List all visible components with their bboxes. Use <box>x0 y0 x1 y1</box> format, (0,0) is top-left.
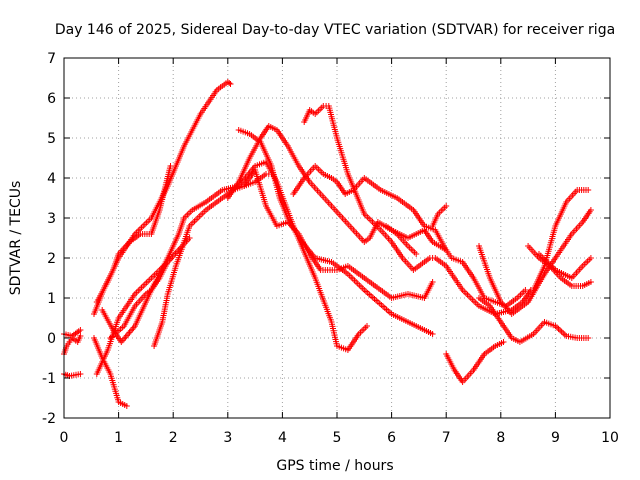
plus-markers <box>91 163 174 317</box>
y-tick-label: 1 <box>47 291 56 307</box>
data-series-track-13 <box>241 167 436 301</box>
plus-markers <box>383 223 420 257</box>
data-series-track-15 <box>301 103 534 317</box>
y-tick-label: -1 <box>42 371 56 387</box>
x-tick-label: 9 <box>551 430 560 446</box>
plus-markers <box>241 167 436 301</box>
x-axis: 0 1 2 3 4 5 6 7 8 9 10 <box>60 58 619 446</box>
y-axis: -2 -1 0 1 2 3 4 5 6 7 <box>42 51 610 427</box>
y-tick-label: 6 <box>47 91 56 107</box>
y-tick-label: 4 <box>47 171 56 187</box>
plus-markers <box>224 123 450 253</box>
y-axis-label: SDTVAR / TECUs <box>8 181 24 296</box>
data-series-track-6 <box>91 163 174 317</box>
y-tick-label: -2 <box>42 411 56 427</box>
data-series-track-11 <box>224 123 450 253</box>
x-tick-label: 3 <box>223 430 232 446</box>
x-tick-label: 2 <box>169 430 178 446</box>
y-tick-label: 7 <box>47 51 56 67</box>
plus-markers <box>290 163 529 309</box>
plus-markers <box>429 203 450 229</box>
x-tick-label: 6 <box>387 430 396 446</box>
data-series-track-23 <box>383 223 420 257</box>
data-series-track-19 <box>530 187 592 293</box>
plus-markers <box>530 187 592 293</box>
y-tick-label: 5 <box>47 131 56 147</box>
data-series-track-14 <box>290 163 529 309</box>
plot-area <box>61 79 594 409</box>
x-tick-label: 1 <box>114 430 123 446</box>
x-axis-label: GPS time / hours <box>276 458 393 474</box>
data-series-track-9 <box>107 235 193 341</box>
plus-markers <box>107 235 193 341</box>
chart-title: Day 146 of 2025, Sidereal Day-to-day VTE… <box>55 22 615 38</box>
data-series-track-20 <box>536 251 594 281</box>
plus-markers <box>536 251 594 281</box>
data-series-track-22 <box>429 203 450 229</box>
data-series-track-21 <box>443 339 507 385</box>
plus-markers <box>476 295 592 345</box>
y-tick-label: 0 <box>47 331 56 347</box>
plus-markers <box>301 103 534 317</box>
x-tick-label: 5 <box>333 430 342 446</box>
x-tick-label: 10 <box>601 430 619 446</box>
y-tick-label: 3 <box>47 211 56 227</box>
data-series-track-17 <box>476 295 592 345</box>
plus-markers <box>443 339 507 385</box>
x-tick-label: 4 <box>278 430 287 446</box>
x-tick-label: 7 <box>442 430 451 446</box>
y-tick-label: 2 <box>47 251 56 267</box>
plus-markers <box>151 171 275 349</box>
x-tick-label: 8 <box>496 430 505 446</box>
x-tick-label: 0 <box>60 430 69 446</box>
data-series-track-10 <box>151 171 275 349</box>
